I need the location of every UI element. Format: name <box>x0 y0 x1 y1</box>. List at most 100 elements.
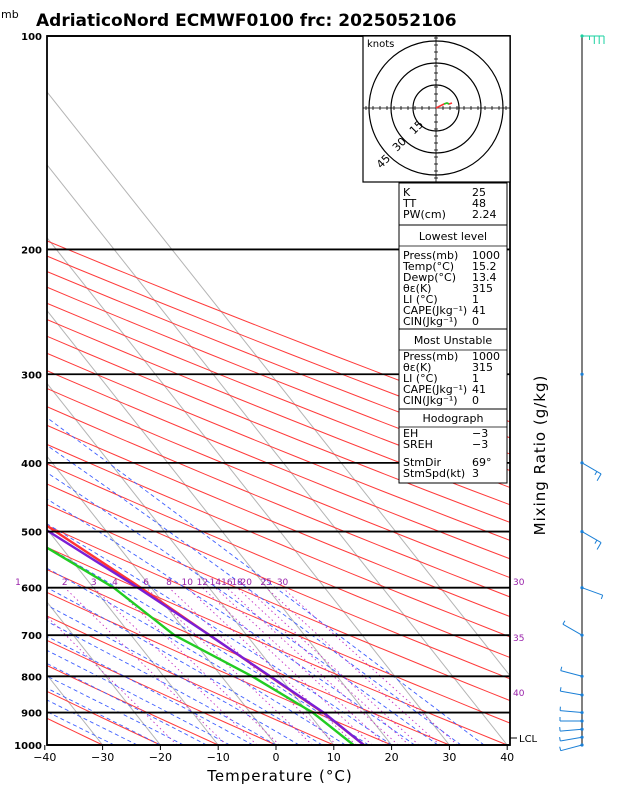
dry-adiabat <box>47 546 508 745</box>
wind-barb-feather <box>594 539 598 544</box>
lowest-level-value: 15.2 <box>472 260 497 273</box>
wind-barb-staff <box>560 736 583 742</box>
lowest-level-value: 1000 <box>472 249 500 262</box>
mixing-ratio-label: 10 <box>181 578 193 588</box>
most-unstable-value: 1000 <box>472 350 500 363</box>
moist-adiabat <box>47 699 138 745</box>
most-unstable-box <box>398 328 508 410</box>
wind-barb-feather <box>559 687 562 692</box>
most-unstable-key: CAPE(Jkg⁻¹) <box>403 383 467 396</box>
wind-barb-staff <box>581 531 602 544</box>
wind-barbs <box>559 34 605 752</box>
mixing-ratio-label: 3 <box>91 578 97 588</box>
most-unstable-value: 1 <box>472 372 479 385</box>
lcl-label: LCL <box>519 734 538 745</box>
mixing-ratio-label: 6 <box>143 578 149 588</box>
moist-adiabat <box>47 663 207 745</box>
wind-barb <box>559 735 584 742</box>
pressure-tick-label: 500 <box>21 528 42 539</box>
wind-barb <box>560 666 584 678</box>
pressure-tick-label: 600 <box>21 584 42 595</box>
wind-barb-staff <box>560 728 583 732</box>
dry-adiabat <box>47 525 510 724</box>
lowest-level-box <box>398 224 508 330</box>
lowest-level-key: CIN(Jkg⁻¹) <box>403 315 458 328</box>
dry-adiabat <box>47 639 277 745</box>
wind-barb-staff <box>581 587 603 596</box>
dry-adiabat <box>47 255 510 439</box>
dry-adiabat <box>47 443 510 638</box>
mixing-ratio-label: 2 <box>62 578 68 588</box>
hodograph-box-key: SREH <box>403 438 433 451</box>
pressure-tick-label: 400 <box>21 459 42 470</box>
dry-adiabat <box>47 463 510 659</box>
dry-adiabat <box>47 286 510 472</box>
hodograph-box-key: StmSpd(kt) <box>403 467 465 480</box>
wind-barb-feather <box>560 666 563 671</box>
x-tick-label: 30 <box>442 751 456 764</box>
pressure-tick-label: 100 <box>21 32 42 43</box>
wind-barb <box>559 727 584 732</box>
wind-barb <box>580 372 584 376</box>
index-value: 2.24 <box>472 208 497 221</box>
profile-curves <box>47 524 365 745</box>
most-unstable-value: 41 <box>472 383 486 396</box>
lowest-level-key: Temp(°C) <box>402 260 454 273</box>
mixing-ratio-label: 14 <box>210 578 222 588</box>
hodograph-box-value: −3 <box>472 438 488 451</box>
dry-adiabat <box>47 690 161 745</box>
mixing-ratio-label: 25 <box>260 578 271 588</box>
index-value: 48 <box>472 197 486 210</box>
hodograph-knots-label: knots <box>367 39 394 50</box>
thermo-grid <box>47 91 510 745</box>
dry-adiabat <box>47 270 510 455</box>
x-tick-label: −10 <box>207 751 230 764</box>
dry-adiabat <box>47 569 450 745</box>
theta-e-label: 40 <box>513 689 525 699</box>
wind-barb-staff <box>562 623 583 636</box>
hodograph-trace <box>443 102 450 105</box>
mixing-ratio-label: 18 <box>231 578 243 588</box>
lowest-level-key: CAPE(Jkg⁻¹) <box>403 304 467 317</box>
mixing-ratio-label: 4 <box>112 578 118 588</box>
moist-adiabat <box>47 635 254 745</box>
mixing-ratio-label: 1 <box>15 578 21 588</box>
x-axis-label: Temperature (°C) <box>206 767 352 785</box>
wind-barb-feather <box>596 542 602 550</box>
isotherm <box>47 236 450 745</box>
x-tick-label: 10 <box>327 751 341 764</box>
lowest-level-value: 0 <box>472 315 479 328</box>
theta-e-label: 35 <box>513 634 524 644</box>
most-unstable-key: CIN(Jkg⁻¹) <box>403 394 458 407</box>
hodograph-box-value: 3 <box>472 467 479 480</box>
index-key: TT <box>402 197 417 210</box>
most-unstable-value: 315 <box>472 361 493 374</box>
hodograph-box-key: StmDir <box>403 456 442 469</box>
mixing-ratio-line <box>145 587 313 745</box>
index-value: 25 <box>472 186 486 199</box>
isotherm <box>47 601 161 745</box>
index-key: PW(cm) <box>403 208 446 221</box>
mixing-ratio-line <box>265 587 441 745</box>
mixing-ratio-label: 30 <box>277 578 289 588</box>
wind-barb-feather <box>596 473 602 482</box>
index-key: K <box>403 186 411 199</box>
mixing-ratio-line <box>236 587 410 745</box>
pressure-tick-label: 1000 <box>14 741 42 752</box>
dry-adiabat <box>47 424 510 618</box>
pressure-tick-label: 700 <box>21 631 42 642</box>
wind-barb <box>580 586 604 600</box>
wind-barb-staff <box>560 710 583 714</box>
pressure-tick-label: 200 <box>21 245 42 256</box>
lowest-level-key: θε(K) <box>403 282 431 295</box>
lowest-level-value: 13.4 <box>472 271 497 284</box>
hodograph-frame <box>362 35 511 183</box>
mixing-ratio-line <box>245 587 420 745</box>
wind-barb <box>559 687 584 697</box>
hodograph-box <box>398 408 508 484</box>
most-unstable-title: Most Unstable <box>414 334 493 347</box>
dry-adiabat <box>47 370 510 560</box>
